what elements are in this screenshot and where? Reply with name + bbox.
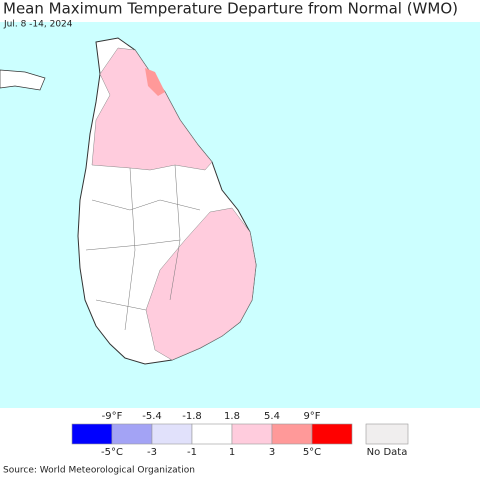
warm-region-southeast: [145, 207, 257, 361]
legend-swatch: [231, 423, 273, 445]
title: Mean Maximum Temperature Departure from …: [3, 0, 458, 18]
legend-top-label: -1.8: [182, 411, 202, 422]
warm-region-north: [91, 47, 213, 171]
legend-bottom-label: 5°C: [303, 447, 321, 458]
subtitle: Jul. 8 -14, 2024: [3, 20, 73, 30]
legend-swatch: [271, 423, 313, 445]
legend-top-label: -5.4: [142, 411, 162, 422]
legend-top-label: 1.8: [224, 411, 240, 422]
legend-bottom-label: -5°C: [101, 447, 123, 458]
source: Source: World Meteorological Organizatio…: [3, 466, 195, 476]
warmer-region: [145, 68, 165, 96]
legend-swatch: [111, 423, 153, 445]
legend-swatch: [71, 423, 113, 445]
legend-swatch: [191, 423, 233, 445]
legend-bottom-label: -3: [147, 447, 157, 458]
no-data-box: [365, 423, 409, 445]
legend-top-label: 5.4: [264, 411, 280, 422]
legend-bottom-label: 3: [269, 447, 275, 458]
legend-bottom-label: -1: [187, 447, 197, 458]
district-lines: [85, 164, 201, 331]
legend-swatch: [311, 423, 353, 445]
no-data-label: No Data: [367, 447, 408, 458]
legend-top-label: 9°F: [303, 411, 320, 422]
legend-bottom-label: 1: [229, 447, 235, 458]
legend: -9°F -5.4 -1.8 1.8 5.4 9°F -5°C -3 -1 1 3 5°C: [71, 411, 353, 458]
legend-swatch: [151, 423, 193, 445]
legend-top-label: -9°F: [102, 411, 123, 422]
mainland: [0, 69, 46, 91]
